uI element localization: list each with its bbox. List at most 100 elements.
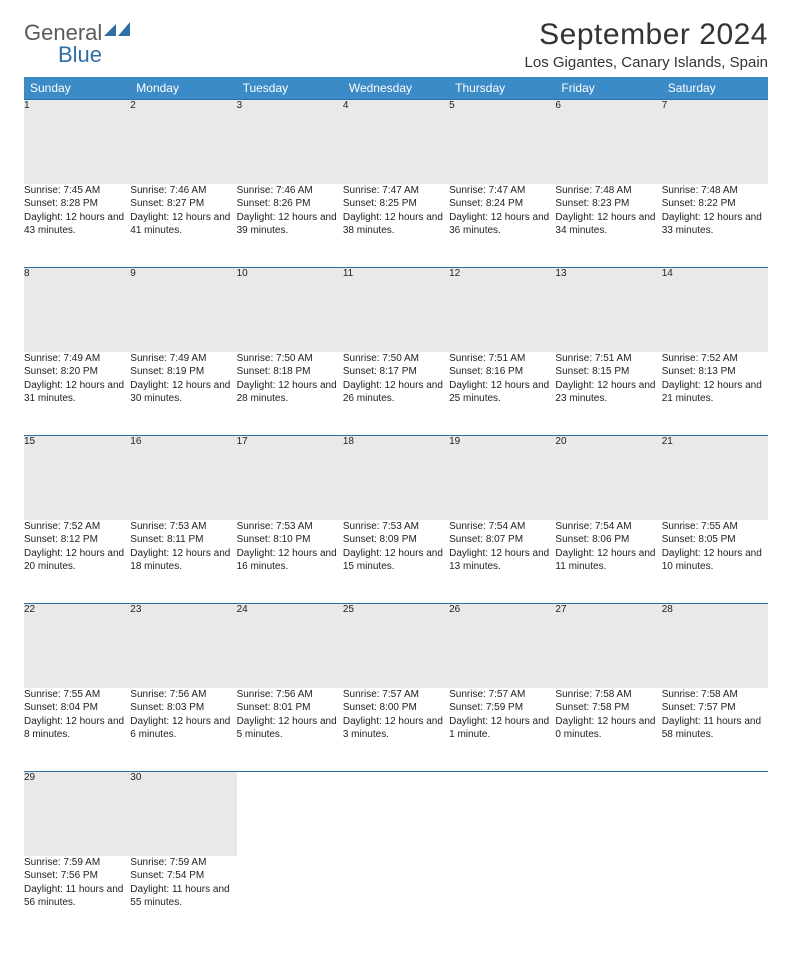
sunrise-line: Sunrise: 7:56 AM: [237, 688, 343, 702]
sunrise-line: Sunrise: 7:53 AM: [237, 520, 343, 534]
sunset-line: Sunset: 8:17 PM: [343, 365, 449, 379]
sunrise-line: Sunrise: 7:52 AM: [662, 352, 768, 366]
sunset-line: Sunset: 8:11 PM: [130, 533, 236, 547]
day-number: 20: [555, 436, 661, 520]
daylight-line: Daylight: 12 hours and 11 minutes.: [555, 547, 661, 574]
day-number: 11: [343, 268, 449, 352]
sunset-line: Sunset: 8:04 PM: [24, 701, 130, 715]
day-cell: Sunrise: 7:49 AMSunset: 8:19 PMDaylight:…: [130, 352, 236, 436]
day-number: 3: [237, 100, 343, 184]
day-number: 1: [24, 100, 130, 184]
sunset-line: Sunset: 7:58 PM: [555, 701, 661, 715]
sunrise-line: Sunrise: 7:54 AM: [555, 520, 661, 534]
sunrise-line: Sunrise: 7:48 AM: [662, 184, 768, 198]
daylight-line: Daylight: 12 hours and 3 minutes.: [343, 715, 449, 742]
daylight-line: Daylight: 12 hours and 8 minutes.: [24, 715, 130, 742]
sunset-line: Sunset: 7:54 PM: [130, 869, 236, 883]
day-cell: Sunrise: 7:53 AMSunset: 8:10 PMDaylight:…: [237, 520, 343, 604]
day-cell: Sunrise: 7:59 AMSunset: 7:56 PMDaylight:…: [24, 856, 130, 940]
calendar-content-row: Sunrise: 7:45 AMSunset: 8:28 PMDaylight:…: [24, 184, 768, 268]
day-cell: Sunrise: 7:48 AMSunset: 8:23 PMDaylight:…: [555, 184, 661, 268]
day-number: 24: [237, 604, 343, 688]
sunrise-line: Sunrise: 7:46 AM: [130, 184, 236, 198]
sunset-line: Sunset: 8:12 PM: [24, 533, 130, 547]
weekday-header: Thursday: [449, 77, 555, 100]
empty-day-cell: [662, 856, 768, 940]
day-number: 19: [449, 436, 555, 520]
empty-day-cell: [343, 856, 449, 940]
sunset-line: Sunset: 8:15 PM: [555, 365, 661, 379]
day-number: 27: [555, 604, 661, 688]
sunrise-line: Sunrise: 7:50 AM: [237, 352, 343, 366]
sunrise-line: Sunrise: 7:55 AM: [662, 520, 768, 534]
day-cell: Sunrise: 7:53 AMSunset: 8:09 PMDaylight:…: [343, 520, 449, 604]
calendar-content-row: Sunrise: 7:55 AMSunset: 8:04 PMDaylight:…: [24, 688, 768, 772]
day-cell: Sunrise: 7:51 AMSunset: 8:16 PMDaylight:…: [449, 352, 555, 436]
weekday-header: Monday: [130, 77, 236, 100]
calendar-daynum-row: 891011121314: [24, 268, 768, 352]
day-number: 2: [130, 100, 236, 184]
calendar-header-row: SundayMondayTuesdayWednesdayThursdayFrid…: [24, 77, 768, 100]
day-cell: Sunrise: 7:46 AMSunset: 8:27 PMDaylight:…: [130, 184, 236, 268]
empty-day-cell: [555, 856, 661, 940]
day-cell: Sunrise: 7:54 AMSunset: 8:06 PMDaylight:…: [555, 520, 661, 604]
day-number: 4: [343, 100, 449, 184]
sunset-line: Sunset: 8:09 PM: [343, 533, 449, 547]
daylight-line: Daylight: 12 hours and 25 minutes.: [449, 379, 555, 406]
sunset-line: Sunset: 8:26 PM: [237, 197, 343, 211]
day-number: 6: [555, 100, 661, 184]
day-number: 8: [24, 268, 130, 352]
sunrise-line: Sunrise: 7:56 AM: [130, 688, 236, 702]
sunrise-line: Sunrise: 7:53 AM: [343, 520, 449, 534]
daylight-line: Daylight: 12 hours and 30 minutes.: [130, 379, 236, 406]
daylight-line: Daylight: 12 hours and 21 minutes.: [662, 379, 768, 406]
sunset-line: Sunset: 8:19 PM: [130, 365, 236, 379]
day-cell: Sunrise: 7:50 AMSunset: 8:17 PMDaylight:…: [343, 352, 449, 436]
page-title: September 2024: [525, 18, 768, 52]
daylight-line: Daylight: 12 hours and 26 minutes.: [343, 379, 449, 406]
daylight-line: Daylight: 12 hours and 39 minutes.: [237, 211, 343, 238]
sunrise-line: Sunrise: 7:53 AM: [130, 520, 236, 534]
day-number: 9: [130, 268, 236, 352]
sunrise-line: Sunrise: 7:47 AM: [343, 184, 449, 198]
daylight-line: Daylight: 12 hours and 41 minutes.: [130, 211, 236, 238]
sunrise-line: Sunrise: 7:52 AM: [24, 520, 130, 534]
sunrise-line: Sunrise: 7:57 AM: [343, 688, 449, 702]
weekday-header: Saturday: [662, 77, 768, 100]
day-cell: Sunrise: 7:47 AMSunset: 8:24 PMDaylight:…: [449, 184, 555, 268]
sunset-line: Sunset: 8:16 PM: [449, 365, 555, 379]
day-cell: Sunrise: 7:51 AMSunset: 8:15 PMDaylight:…: [555, 352, 661, 436]
sunrise-line: Sunrise: 7:51 AM: [555, 352, 661, 366]
day-cell: Sunrise: 7:58 AMSunset: 7:57 PMDaylight:…: [662, 688, 768, 772]
sunset-line: Sunset: 8:23 PM: [555, 197, 661, 211]
title-block: September 2024 Los Gigantes, Canary Isla…: [525, 18, 768, 71]
day-number: 30: [130, 772, 236, 856]
calendar-daynum-row: 2930.....: [24, 772, 768, 856]
calendar-daynum-row: 22232425262728: [24, 604, 768, 688]
day-cell: Sunrise: 7:47 AMSunset: 8:25 PMDaylight:…: [343, 184, 449, 268]
daylight-line: Daylight: 12 hours and 1 minute.: [449, 715, 555, 742]
day-cell: Sunrise: 7:57 AMSunset: 7:59 PMDaylight:…: [449, 688, 555, 772]
sunset-line: Sunset: 8:03 PM: [130, 701, 236, 715]
sunset-line: Sunset: 7:57 PM: [662, 701, 768, 715]
sunrise-line: Sunrise: 7:54 AM: [449, 520, 555, 534]
header: General Blue September 2024 Los Gigantes…: [24, 18, 768, 71]
day-number: 28: [662, 604, 768, 688]
sunrise-line: Sunrise: 7:58 AM: [555, 688, 661, 702]
daylight-line: Daylight: 12 hours and 28 minutes.: [237, 379, 343, 406]
day-cell: Sunrise: 7:45 AMSunset: 8:28 PMDaylight:…: [24, 184, 130, 268]
day-number: 22: [24, 604, 130, 688]
day-number: 13: [555, 268, 661, 352]
day-cell: Sunrise: 7:53 AMSunset: 8:11 PMDaylight:…: [130, 520, 236, 604]
sunset-line: Sunset: 8:24 PM: [449, 197, 555, 211]
sunset-line: Sunset: 8:28 PM: [24, 197, 130, 211]
daylight-line: Daylight: 12 hours and 34 minutes.: [555, 211, 661, 238]
sunrise-line: Sunrise: 7:46 AM: [237, 184, 343, 198]
day-number: 12: [449, 268, 555, 352]
empty-day-number: .: [237, 772, 343, 856]
daylight-line: Daylight: 11 hours and 58 minutes.: [662, 715, 768, 742]
sunset-line: Sunset: 8:10 PM: [237, 533, 343, 547]
day-cell: Sunrise: 7:55 AMSunset: 8:04 PMDaylight:…: [24, 688, 130, 772]
sunset-line: Sunset: 8:20 PM: [24, 365, 130, 379]
sunset-line: Sunset: 8:13 PM: [662, 365, 768, 379]
